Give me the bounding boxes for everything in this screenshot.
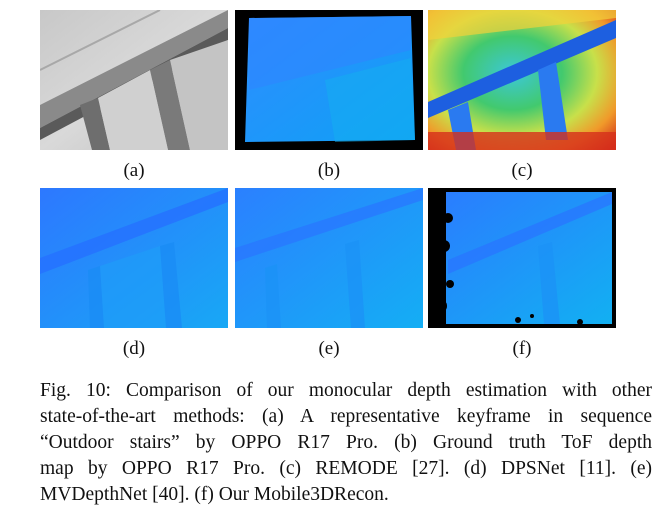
panel-f-mobile3drecon-depth (428, 188, 616, 328)
panel-f-label: (f) (512, 338, 532, 359)
panel-b-tof-depth (235, 10, 423, 150)
panel-a-keyframe-photo (40, 10, 228, 150)
panel-a-label: (a) (123, 160, 145, 181)
panel-d-dpsnet-depth (40, 188, 228, 328)
caption-line: map by OPPO R17 Pro. (c) REMODE [27]. (d… (40, 458, 652, 479)
caption-line: MVDepthNet [40]. (f) Our Mobile3DRecon. (40, 484, 389, 505)
caption-line: “Outdoor stairs” by OPPO R17 Pro. (b) Gr… (40, 432, 652, 453)
figure-caption: Fig. 10: Comparison of our monocular dep… (40, 378, 652, 508)
panel-b-label: (b) (317, 160, 341, 181)
panel-c-label: (c) (511, 160, 533, 181)
caption-line: Fig. 10: Comparison of our monocular dep… (40, 380, 652, 401)
panel-e-mvdepthnet-depth (235, 188, 423, 328)
caption-line: state-of-the-art methods: (a) A represen… (40, 406, 652, 427)
panel-c-remode-depth (428, 10, 616, 150)
panel-e-label: (e) (318, 338, 340, 359)
panel-d-label: (d) (122, 338, 146, 359)
